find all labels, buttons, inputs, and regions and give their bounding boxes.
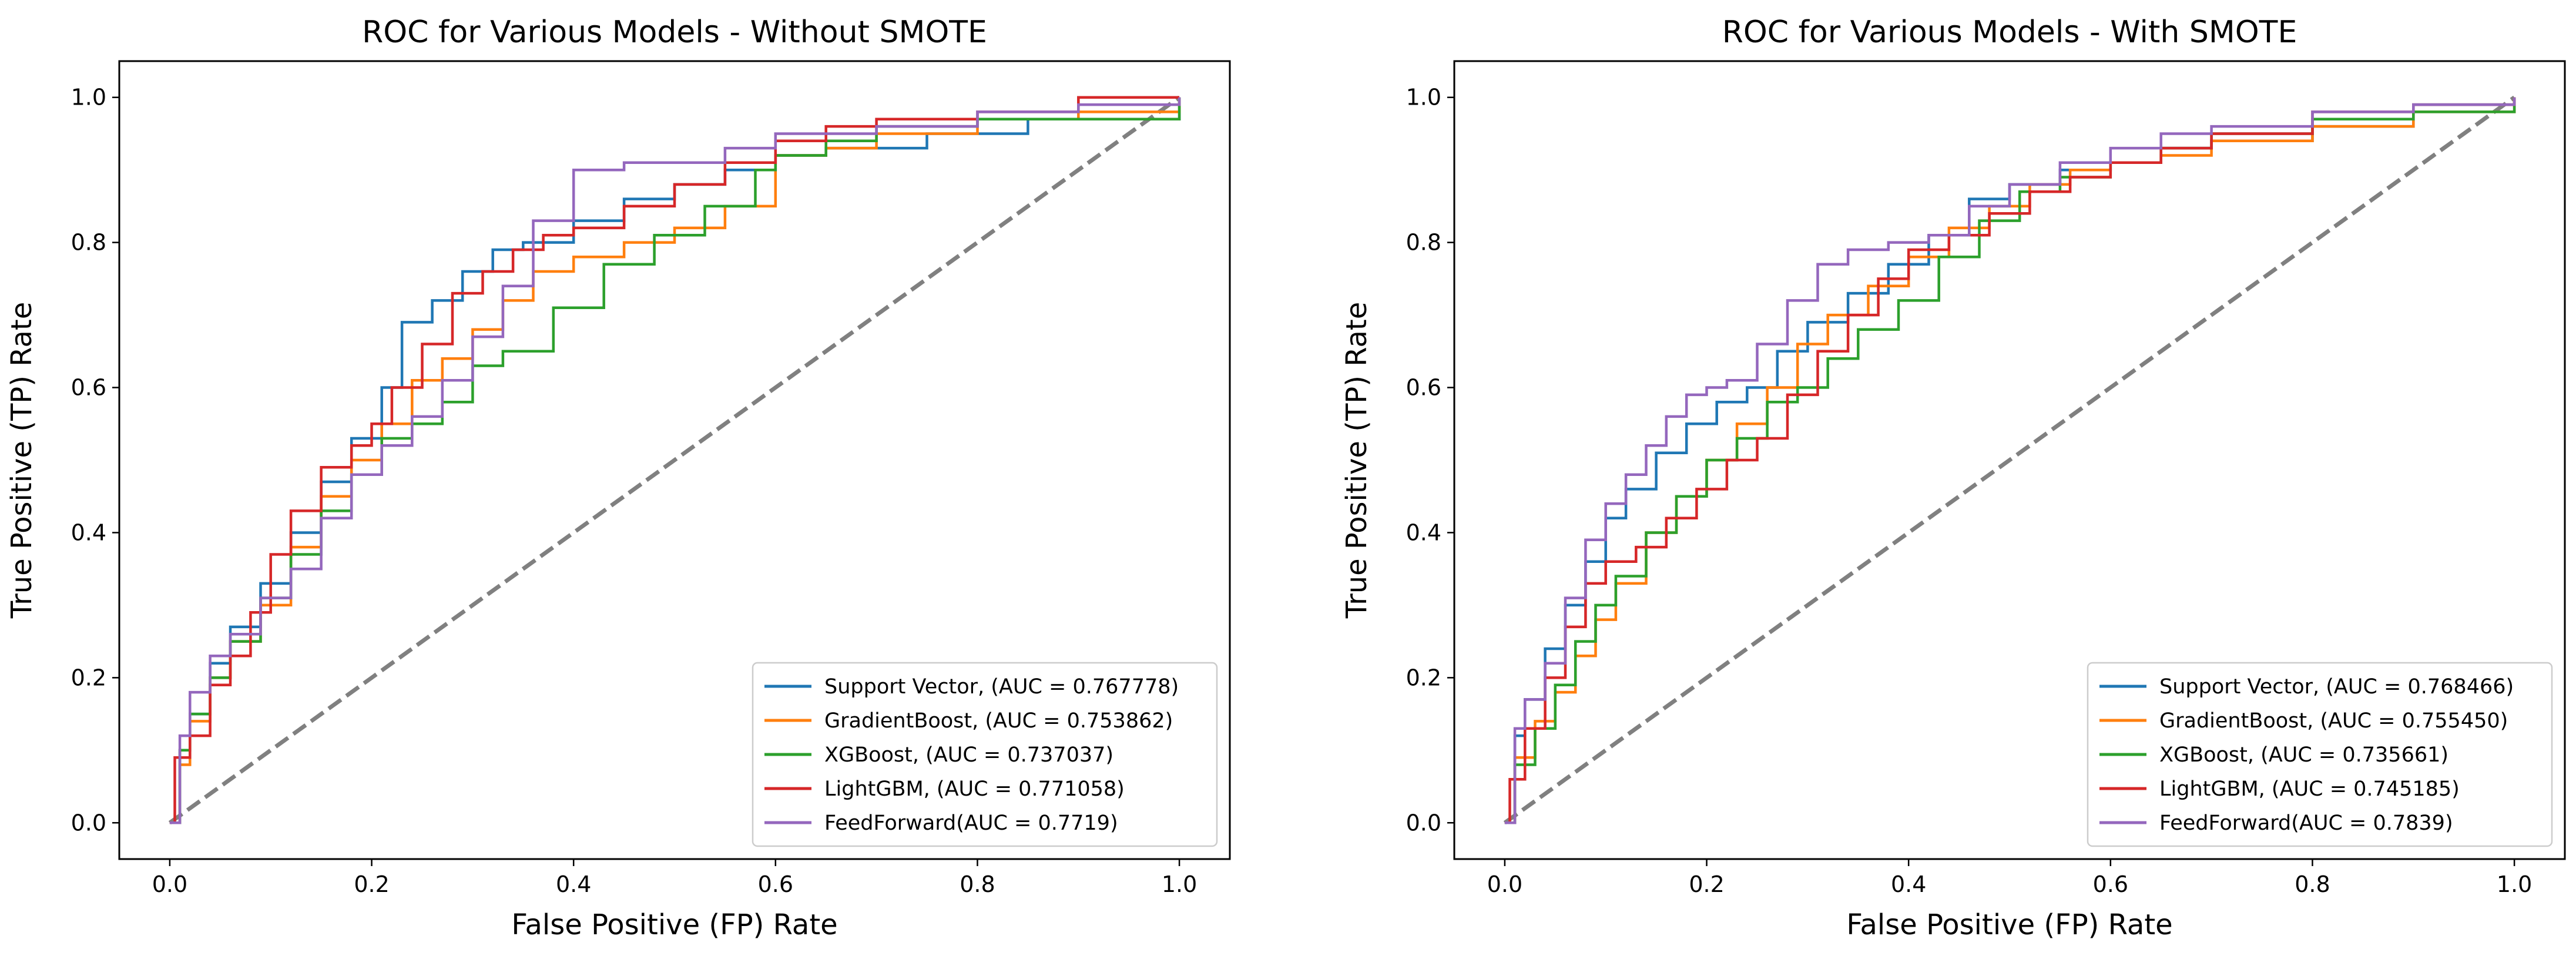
legend-label-support-vector: Support Vector, (AUC = 0.768466) — [2159, 675, 2514, 699]
y-tick-label: 0.4 — [1406, 519, 1441, 545]
x-tick-label: 1.0 — [2497, 871, 2532, 897]
legend: Support Vector, (AUC = 0.767778) Gradient… — [752, 662, 1218, 847]
x-axis-label: False Positive (FP) Rate — [1846, 908, 2172, 941]
y-tick-label: 1.0 — [71, 85, 106, 110]
x-tick-label: 0.6 — [758, 871, 793, 897]
legend-label-lightgbm: LightGBM, (AUC = 0.745185) — [2159, 777, 2460, 801]
legend-label-xgboost: XGBoost, (AUC = 0.737037) — [824, 743, 1113, 767]
legend-label-xgboost: XGBoost, (AUC = 0.735661) — [2159, 743, 2448, 767]
y-tick-label: 1.0 — [1406, 85, 1441, 110]
legend-box — [752, 662, 1218, 847]
legend-box — [2087, 662, 2553, 847]
y-tick-label: 0.8 — [71, 230, 106, 256]
axes-frame — [118, 60, 1231, 860]
diagonal-reference-line — [168, 95, 1181, 825]
legend-label-gradientboost: GradientBoost, (AUC = 0.753862) — [824, 709, 1173, 733]
y-tick-label: 0.2 — [1406, 665, 1441, 690]
x-tick-label: 1.0 — [1162, 871, 1197, 897]
x-tick-label: 0.2 — [354, 871, 389, 897]
legend-label-feedforward: FeedForward(AUC = 0.7839) — [2159, 811, 2453, 835]
y-axis-label: True Positive (TP) Rate — [5, 302, 38, 619]
chart-title: ROC for Various Models - With SMOTE — [1722, 15, 2297, 50]
y-tick-label: 0.0 — [71, 810, 106, 836]
y-tick-label: 0.2 — [71, 665, 106, 690]
axes-frame — [1453, 60, 2566, 860]
x-tick-label: 0.2 — [1689, 871, 1724, 897]
y-tick-label: 0.4 — [71, 519, 106, 545]
x-tick-label: 0.4 — [1891, 871, 1926, 897]
roc-line-feedforward — [1504, 97, 2516, 824]
x-tick-label: 0.4 — [556, 871, 591, 897]
roc-line-lightgbm — [169, 96, 1180, 824]
y-tick-label: 0.6 — [71, 375, 106, 401]
legend-label-gradientboost: GradientBoost, (AUC = 0.755450) — [2159, 709, 2508, 733]
roc-line-lightgbm — [1504, 97, 2516, 824]
x-tick-label: 0.8 — [960, 871, 995, 897]
x-tick-label: 0.0 — [152, 871, 187, 897]
y-tick-label: 0.6 — [1406, 375, 1441, 401]
chart-title: ROC for Various Models - Without SMOTE — [362, 15, 987, 50]
y-tick-label: 0.0 — [1406, 810, 1441, 836]
plot-area — [1503, 95, 2516, 825]
y-axis-label: True Positive (TP) Rate — [1340, 302, 1373, 619]
legend-label-support-vector: Support Vector, (AUC = 0.767778) — [824, 675, 1179, 699]
plot-area — [168, 95, 1181, 825]
roc-panel-with-smote: ROC for Various Models - With SMOTE 0.0 0.… — [1340, 15, 2566, 941]
roc-panel-without-smote: ROC for Various Models - Without SMOTE 0.… — [5, 15, 1231, 941]
legend: Support Vector, (AUC = 0.768466) Gradient… — [2087, 662, 2553, 847]
diagonal-reference-line — [1503, 95, 2516, 825]
legend-label-feedforward: FeedForward(AUC = 0.7719) — [824, 811, 1118, 835]
x-tick-label: 0.0 — [1487, 871, 1522, 897]
x-axis-label: False Positive (FP) Rate — [511, 908, 837, 941]
x-tick-label: 0.6 — [2093, 871, 2128, 897]
roc-line-feedforward — [169, 97, 1181, 824]
y-tick-label: 0.8 — [1406, 230, 1441, 256]
legend-label-lightgbm: LightGBM, (AUC = 0.771058) — [824, 777, 1125, 801]
x-tick-label: 0.8 — [2295, 871, 2330, 897]
